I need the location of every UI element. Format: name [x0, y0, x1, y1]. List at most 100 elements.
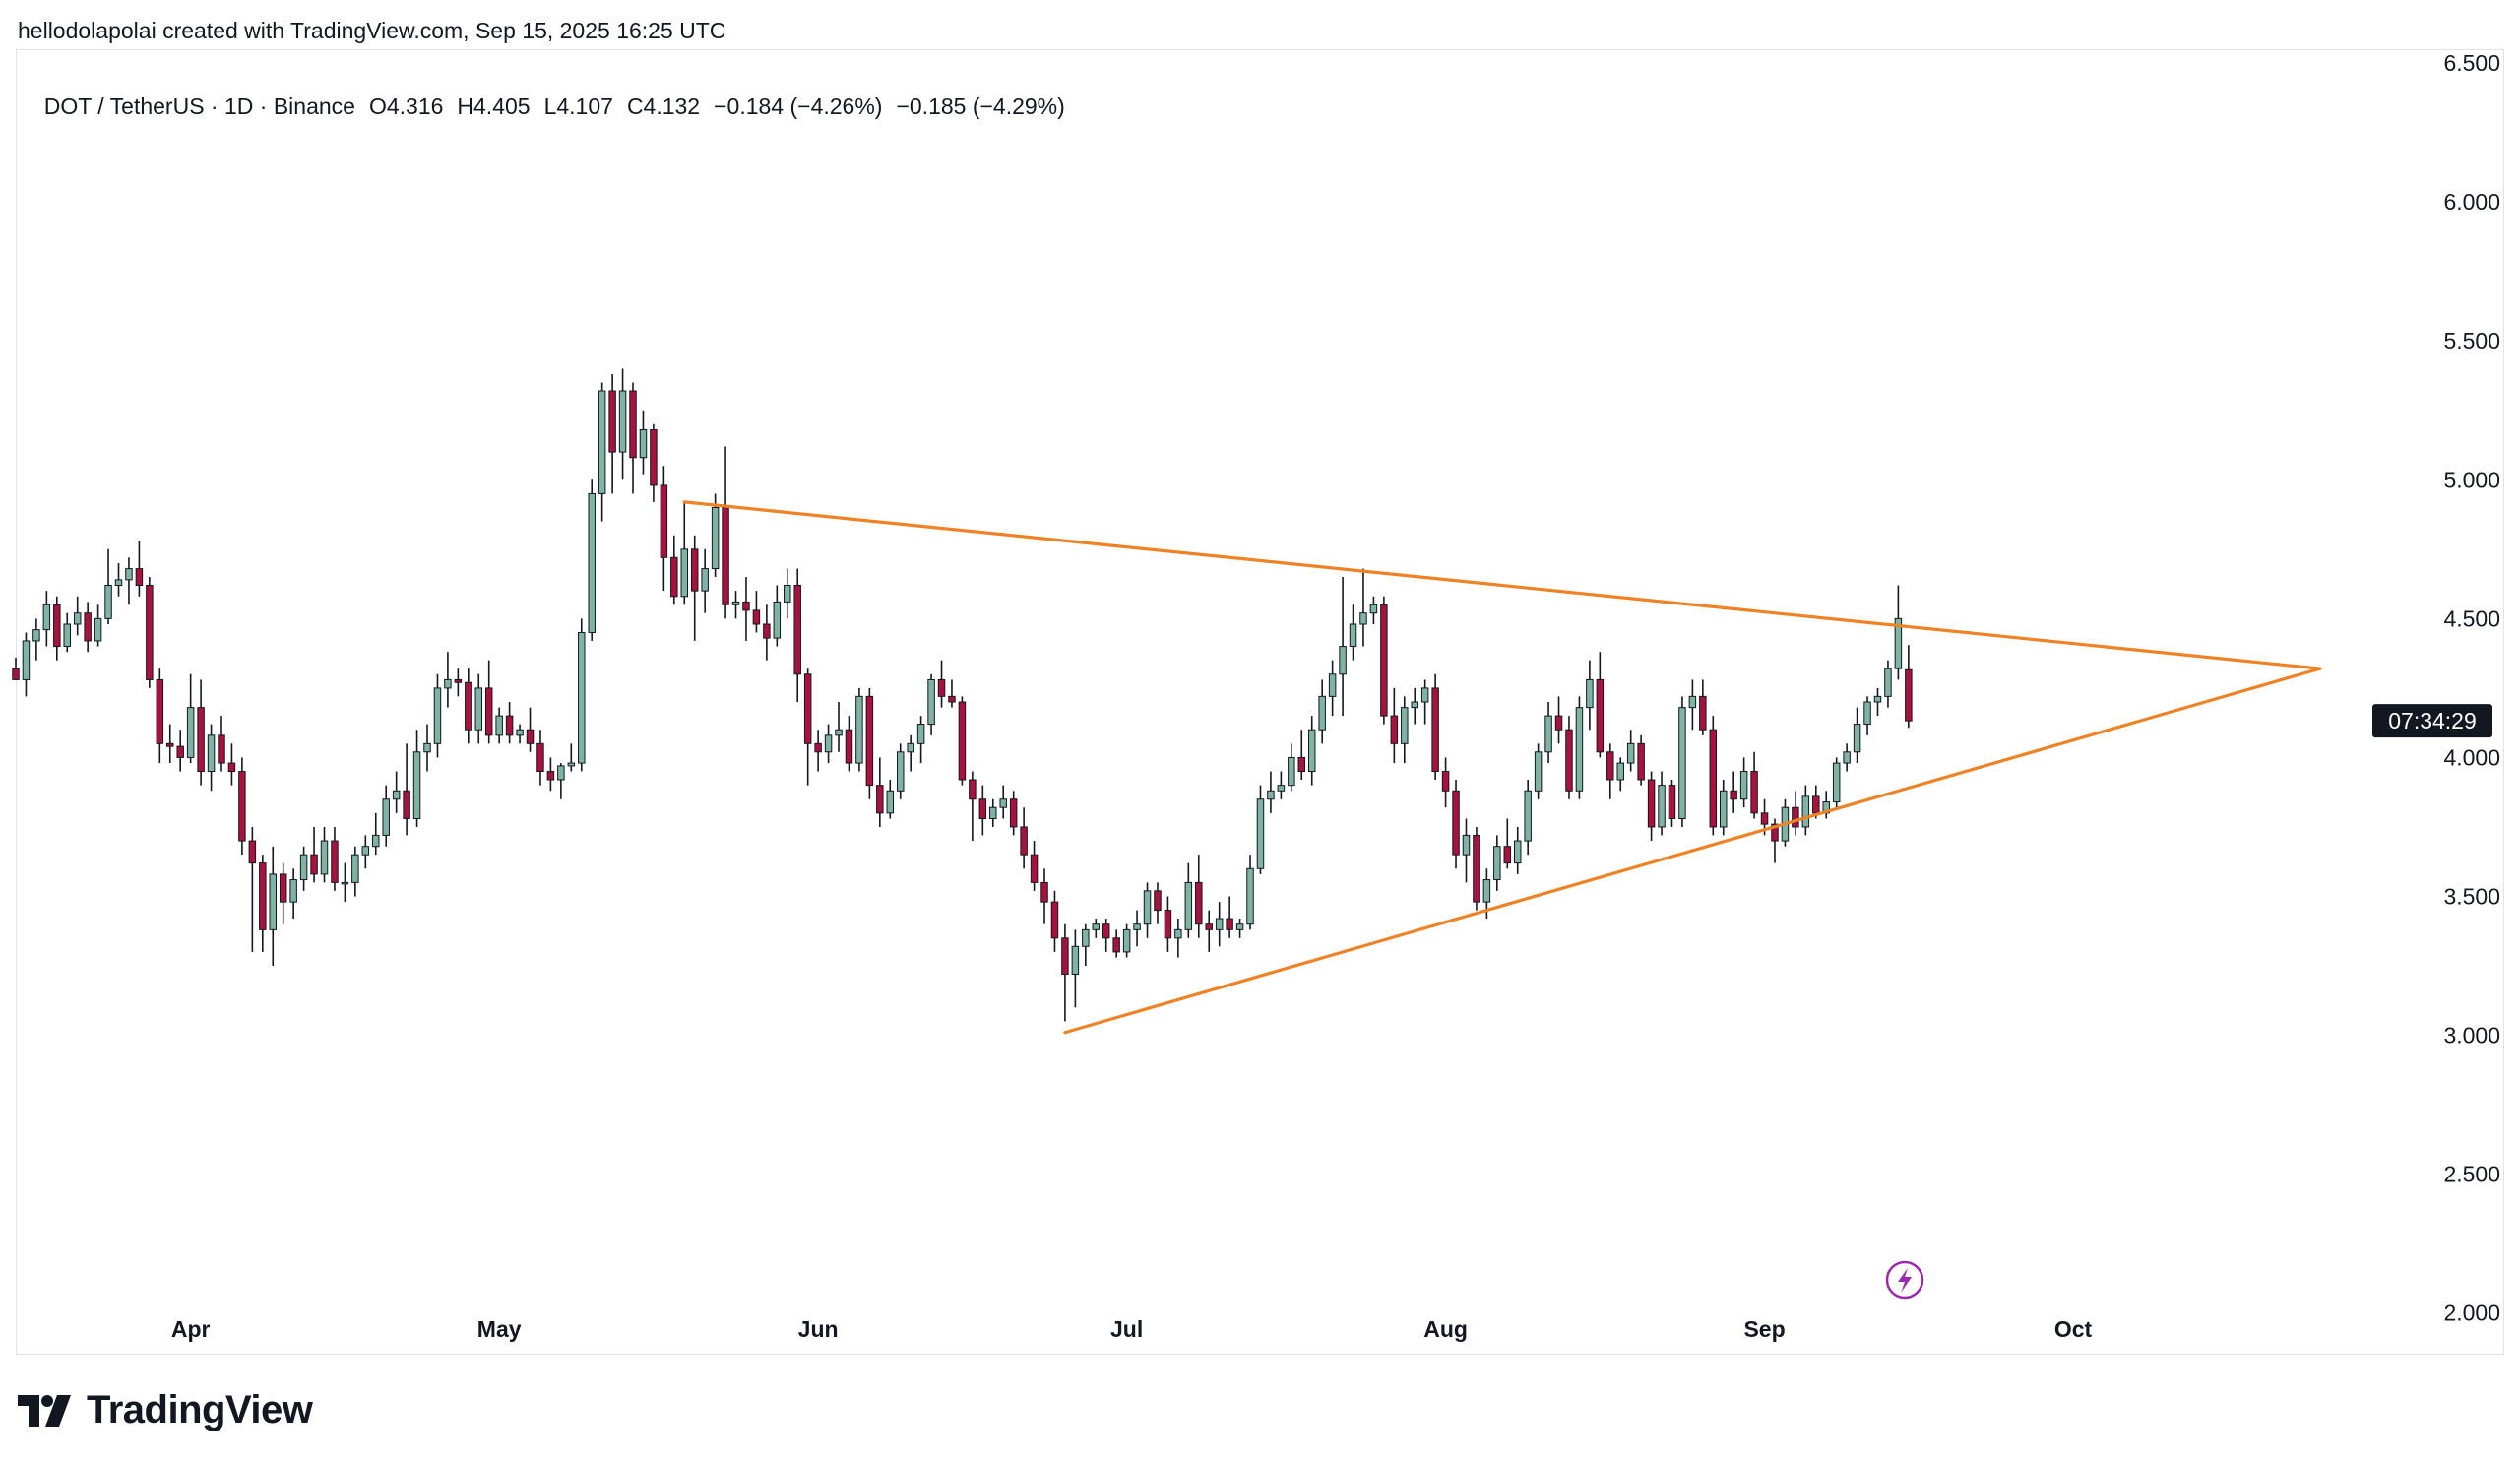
candle-body — [557, 765, 565, 781]
x-tick-label: Jul — [1110, 1316, 1143, 1342]
axis-layer: 6.500 6.000 5.500 5.000 4.500 4.000 3.500 3.000… — [171, 50, 2500, 1342]
candle-body — [793, 585, 801, 675]
candle-body — [238, 771, 246, 842]
candle-body — [1739, 771, 1748, 800]
candle-body — [207, 734, 216, 773]
candle-body — [1812, 795, 1820, 814]
candle-body — [784, 585, 791, 603]
candle-up — [711, 493, 720, 578]
candle-up — [588, 479, 596, 641]
candle-up — [639, 410, 648, 475]
candle-up — [1215, 902, 1224, 947]
candle-up — [1894, 585, 1903, 680]
candle-down — [1009, 791, 1018, 836]
candle-body — [763, 623, 771, 639]
candle-body — [916, 724, 925, 744]
chart-frame[interactable] — [16, 49, 2504, 1355]
candle-down — [1905, 645, 1913, 729]
candle-down — [279, 862, 287, 924]
candle-down — [742, 577, 750, 641]
candle-up — [186, 673, 195, 764]
candle-body — [1102, 923, 1110, 939]
candle-body — [1267, 790, 1275, 800]
candle-up — [104, 548, 112, 625]
legend-low: L4.107 — [543, 94, 613, 119]
candle-body — [146, 585, 154, 680]
candle-body — [1380, 604, 1388, 717]
candle-up — [269, 846, 277, 967]
candle-body — [1226, 918, 1233, 930]
candle-body — [197, 707, 205, 773]
lightning-icon[interactable] — [1885, 1260, 1924, 1300]
trendline-support — [1063, 667, 2322, 1035]
candle-up — [701, 548, 709, 613]
candle-up — [1873, 687, 1882, 717]
candle-body — [361, 846, 370, 856]
candle-up — [1133, 910, 1141, 947]
candle-body — [1133, 923, 1141, 930]
candle-up — [1688, 679, 1697, 731]
candle-body — [279, 873, 287, 903]
candle-body — [1420, 687, 1429, 703]
candle-body — [896, 751, 905, 792]
candle-body — [114, 579, 123, 587]
candle-up — [1575, 696, 1584, 799]
candle-down — [978, 785, 987, 836]
candle-up — [1092, 919, 1101, 938]
candle-body — [731, 601, 740, 605]
candle-down — [793, 568, 801, 702]
candle-up — [412, 730, 421, 827]
legend-close: C4.132 — [626, 94, 701, 119]
candle-up — [1369, 596, 1378, 625]
candle-body — [1205, 923, 1213, 930]
candle-down — [1050, 890, 1059, 952]
candle-up — [1318, 679, 1326, 744]
candle-down — [1297, 730, 1306, 780]
candle-body — [711, 507, 720, 570]
candle-down — [84, 602, 92, 653]
candle-up — [907, 734, 914, 772]
candle-up — [42, 591, 51, 647]
candle-body — [1040, 881, 1048, 903]
candle-up — [423, 724, 431, 772]
candle-body — [1441, 771, 1450, 792]
candle-body — [218, 734, 225, 764]
candle-down — [1554, 696, 1563, 744]
candle-body — [166, 742, 174, 747]
candle-body — [1575, 707, 1584, 792]
candle-body — [1297, 756, 1306, 773]
candle-up — [1884, 660, 1892, 708]
candle-body — [680, 548, 689, 598]
candle-body — [1513, 840, 1522, 864]
candle-down — [958, 696, 967, 786]
candle-body — [1328, 673, 1337, 697]
candle-body — [1832, 762, 1841, 803]
candle-body — [1256, 798, 1265, 869]
candle-body — [937, 678, 946, 697]
candle-body — [1792, 806, 1799, 828]
candle-down — [1699, 679, 1707, 735]
candle-down — [1441, 757, 1450, 808]
candle-down — [536, 730, 544, 786]
candle-body — [845, 729, 853, 764]
candle-down — [310, 826, 318, 883]
candle-up — [927, 673, 935, 735]
candle-down — [454, 668, 463, 697]
candle-down — [803, 668, 812, 786]
candle-up — [578, 618, 586, 772]
ohlc-legend: DOT / TetherUS · 1D · Binance O4.316 H4.40… — [32, 67, 1079, 120]
candle-body — [84, 612, 92, 642]
candle-up — [1071, 929, 1080, 1008]
y-tick-label: 3.000 — [2443, 1023, 2500, 1049]
candle-body — [1288, 756, 1295, 787]
candle-down — [670, 535, 678, 605]
candle-body — [865, 695, 874, 787]
candle-up — [351, 846, 359, 897]
candle-down — [546, 757, 555, 792]
candle-up — [1401, 696, 1409, 764]
candle-body — [670, 556, 678, 598]
candle-down — [1452, 779, 1460, 869]
candle-down — [845, 716, 853, 772]
tradingview-logo[interactable]: TradingView — [18, 1388, 313, 1432]
